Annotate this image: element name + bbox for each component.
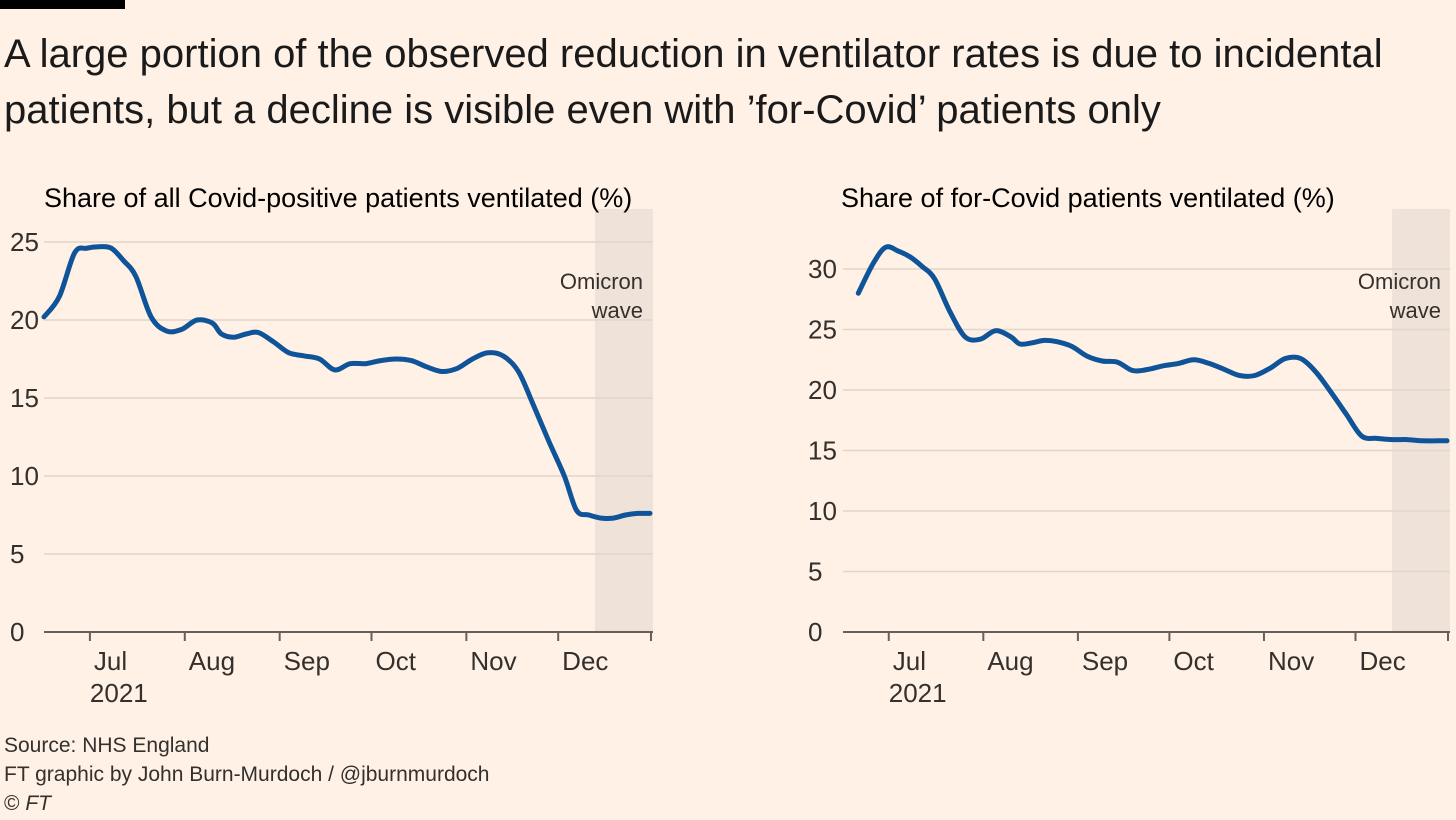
copyright-symbol: © [4, 792, 20, 815]
y-tick-label: 10 [808, 496, 837, 526]
y-tick-label: 5 [10, 539, 24, 569]
x-tick-label: Oct [1173, 646, 1214, 676]
x-tick-year-label: 2021 [90, 678, 148, 708]
y-tick-label: 30 [808, 254, 837, 284]
y-tick-label: 10 [10, 461, 39, 491]
omicron-wave-label: wave [591, 298, 643, 323]
source-note: Source: NHS England [4, 734, 210, 757]
omicron-shade [1392, 209, 1450, 632]
x-tick-label: Aug [189, 646, 235, 676]
x-tick-label: Jul [94, 646, 127, 676]
y-tick-label: 15 [10, 383, 39, 413]
chart-title: Share of all Covid-positive patients ven… [44, 183, 632, 213]
y-tick-label: 25 [808, 315, 837, 345]
x-tick-label: Nov [470, 646, 516, 676]
x-tick-label: Dec [562, 646, 608, 676]
y-tick-label: 0 [10, 617, 24, 647]
ft-brand-bar [0, 0, 125, 9]
x-tick-year-label: 2021 [889, 678, 947, 708]
series-line [41, 244, 653, 521]
x-tick-label: Aug [987, 646, 1033, 676]
omicron-wave-label: Omicron [1358, 269, 1441, 294]
x-tick-label: Nov [1268, 646, 1314, 676]
y-tick-label: 0 [808, 617, 822, 647]
x-tick-label: Dec [1359, 646, 1405, 676]
omicron-wave-label: Omicron [560, 269, 643, 294]
chart-for-covid: Share of for-Covid patients ventilated (… [808, 183, 1450, 708]
series-line [855, 244, 1450, 444]
copyright-note: © FT [4, 789, 489, 818]
chart-all-covid-positive: Share of all Covid-positive patients ven… [10, 183, 653, 708]
copyright-name: FT [25, 792, 51, 815]
chart-headline: A large portion of the observed reductio… [4, 32, 1383, 132]
chart-title: Share of for-Covid patients ventilated (… [841, 183, 1335, 213]
y-tick-label: 5 [808, 557, 822, 587]
y-tick-label: 25 [10, 227, 39, 257]
y-tick-label: 20 [10, 305, 39, 335]
footer: Source: NHS England FT graphic by John B… [4, 731, 489, 818]
x-tick-label: Oct [375, 646, 416, 676]
x-tick-label: Jul [893, 646, 926, 676]
y-tick-label: 15 [808, 436, 837, 466]
x-tick-label: Sep [284, 646, 330, 676]
omicron-wave-label: wave [1389, 298, 1441, 323]
x-tick-label: Sep [1082, 646, 1128, 676]
y-tick-label: 20 [808, 375, 837, 405]
credit-note: FT graphic by John Burn-Murdoch / @jburn… [4, 763, 490, 786]
omicron-shade [594, 209, 653, 632]
